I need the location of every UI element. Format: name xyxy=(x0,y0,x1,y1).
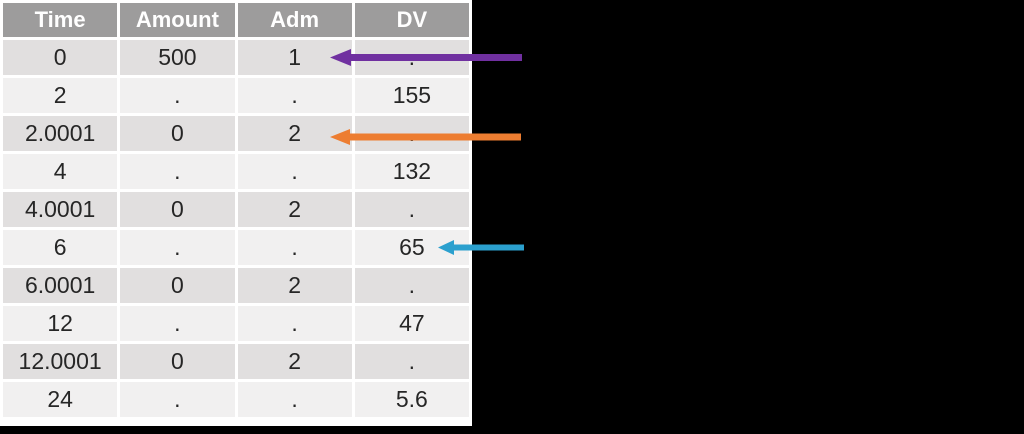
table-cell: 0 xyxy=(120,344,235,379)
table-cell: 155 xyxy=(354,78,469,113)
table-row: 2.. 155 xyxy=(3,78,469,113)
cyan-arrow-head xyxy=(438,240,454,255)
table-body: 05001.2..1552.000102.4..1324.000102.6..6… xyxy=(3,40,469,417)
header-cell: DV xyxy=(354,3,469,37)
table-cell: 6 xyxy=(3,230,118,265)
table-row: 24.. 5.6 xyxy=(3,382,469,417)
table-header-row: Time Amount Adm DV xyxy=(3,3,469,37)
table-cell: 2 xyxy=(237,192,352,227)
table-cell: 2.0001 xyxy=(3,116,118,151)
table-cell: . xyxy=(120,154,235,189)
purple-arrow xyxy=(330,49,522,66)
table-cell: 12.0001 xyxy=(3,344,118,379)
table-cell: 0 xyxy=(3,40,118,75)
header-cell: Time xyxy=(3,3,118,37)
table-cell: . xyxy=(354,344,469,379)
table-cell: 0 xyxy=(120,192,235,227)
table-cell: 12 xyxy=(3,306,118,341)
table-row: 6.. 65 xyxy=(3,230,469,265)
table-cell: . xyxy=(237,382,352,417)
table-cell: 2 xyxy=(237,268,352,303)
table-cell: . xyxy=(354,268,469,303)
table-cell: 132 xyxy=(354,154,469,189)
table-cell: . xyxy=(237,154,352,189)
table-cell: . xyxy=(120,78,235,113)
table-cell: . xyxy=(237,230,352,265)
header-cell: Amount xyxy=(120,3,235,37)
purple-arrow-shaft xyxy=(348,54,522,61)
orange-arrow xyxy=(330,129,521,145)
table-cell: . xyxy=(354,192,469,227)
table-cell: 0 xyxy=(120,116,235,151)
table-cell: 47 xyxy=(354,306,469,341)
table-row: 2.0001 0 2. xyxy=(3,116,469,151)
cyan-arrow xyxy=(438,240,524,255)
table-cell: . xyxy=(120,382,235,417)
header-cell: Adm xyxy=(237,3,352,37)
orange-arrow-head xyxy=(330,129,350,145)
table-cell: 2 xyxy=(237,344,352,379)
table-cell: 4 xyxy=(3,154,118,189)
table-cell: . xyxy=(120,230,235,265)
table-cell: 4.0001 xyxy=(3,192,118,227)
table-cell: . xyxy=(237,306,352,341)
orange-arrow-shaft xyxy=(347,133,521,141)
table-cell: 2 xyxy=(237,116,352,151)
table-cell: 24 xyxy=(3,382,118,417)
table-cell: 6.0001 xyxy=(3,268,118,303)
table-row: 4.. 132 xyxy=(3,154,469,189)
table-row: 6.0001 0 2. xyxy=(3,268,469,303)
table-cell: 2 xyxy=(3,78,118,113)
table-row: 12.. 47 xyxy=(3,306,469,341)
table-cell: 5.6 xyxy=(354,382,469,417)
table-cell: . xyxy=(120,306,235,341)
table-cell: 500 xyxy=(120,40,235,75)
table-cell: . xyxy=(237,78,352,113)
cyan-arrow-shaft xyxy=(452,244,524,251)
purple-arrow-head xyxy=(330,49,351,66)
table-cell: 0 xyxy=(120,268,235,303)
table-row: 12.0001 0 2. xyxy=(3,344,469,379)
table-row: 4.0001 0 2. xyxy=(3,192,469,227)
